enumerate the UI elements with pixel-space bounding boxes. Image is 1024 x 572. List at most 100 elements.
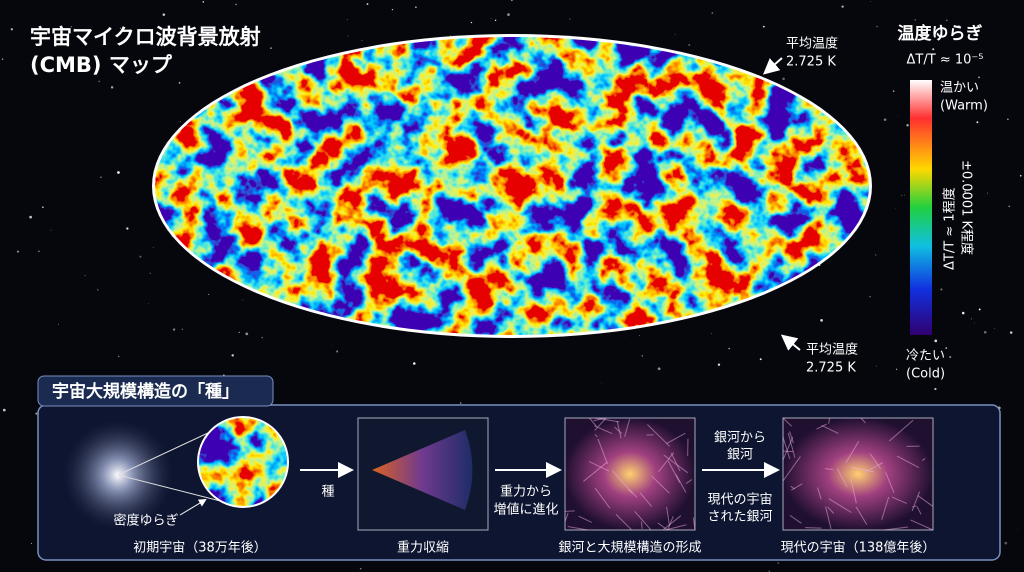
star (957, 25, 960, 28)
star (139, 255, 142, 258)
star (29, 215, 32, 219)
filament (789, 431, 794, 444)
arrow (780, 334, 801, 351)
star (1008, 205, 1010, 208)
note: 銀河 (727, 448, 753, 463)
filament (824, 468, 834, 471)
filament (891, 496, 907, 504)
stage-label: 重力収縮 (397, 540, 449, 556)
filament (614, 426, 623, 435)
star (391, 9, 394, 11)
warm-label: (Warm) (940, 99, 988, 114)
star (569, 18, 571, 20)
filament (612, 470, 633, 494)
label: 密度ゆらぎ (113, 513, 178, 529)
star (946, 19, 948, 22)
star (58, 323, 59, 325)
star (242, 299, 244, 301)
star (961, 311, 965, 315)
filament (639, 492, 653, 507)
star (117, 171, 120, 174)
cold-label: 冷たい (906, 349, 945, 364)
filament (860, 417, 866, 424)
star (904, 194, 906, 196)
filament (640, 521, 643, 530)
annotation: 2.725 K (806, 361, 856, 376)
star (906, 124, 909, 127)
filament (828, 417, 831, 424)
filament (624, 418, 631, 437)
filament (657, 522, 668, 531)
filament (782, 436, 794, 461)
filament (850, 478, 857, 504)
filament (845, 441, 860, 463)
star (231, 354, 234, 357)
star (359, 567, 362, 570)
panel-title: 宇宙大規模構造の「種」 (52, 381, 239, 402)
filament (593, 417, 607, 422)
star (978, 76, 980, 79)
star (987, 192, 989, 194)
filament (616, 420, 622, 439)
star (162, 13, 166, 16)
star (964, 190, 966, 193)
title: (CMB) マップ (30, 53, 173, 77)
filament (791, 483, 803, 491)
star (976, 121, 979, 124)
filament (836, 468, 848, 488)
warm-label: 温かい (940, 81, 979, 96)
star (507, 13, 510, 16)
filament (666, 432, 686, 445)
star (949, 355, 952, 359)
cmb-map (155, 37, 869, 335)
annotation: 平均温度 (786, 36, 838, 52)
star (17, 250, 19, 253)
filament (583, 461, 608, 482)
filament (627, 489, 638, 498)
star (1019, 174, 1022, 177)
star (974, 322, 976, 324)
star (38, 250, 40, 252)
filament (675, 474, 687, 493)
filament (821, 424, 839, 434)
filament (578, 515, 593, 523)
star (510, 0, 513, 2)
star (641, 355, 643, 357)
star (50, 229, 52, 231)
star (366, 3, 369, 5)
note: 銀河から (714, 431, 766, 446)
filament (782, 417, 793, 427)
filament (594, 434, 598, 438)
star (70, 26, 72, 28)
star (413, 362, 416, 365)
cone (372, 430, 473, 510)
star (208, 293, 210, 295)
star (994, 328, 996, 329)
star (119, 27, 121, 29)
star (883, 118, 887, 121)
cmb-zoom (198, 417, 288, 507)
star (688, 43, 691, 47)
star (346, 18, 348, 21)
star (674, 33, 676, 35)
filament (850, 466, 875, 473)
filament (888, 419, 914, 442)
star (711, 333, 713, 335)
note: 重力から (500, 484, 552, 500)
arrow (762, 57, 783, 75)
colorbar-title: 温度ゆらぎ (898, 23, 983, 44)
filament (885, 472, 895, 493)
filament (782, 456, 801, 482)
filament (916, 506, 922, 515)
colorbar-subtitle: ΔT/T ≈ 10⁻⁵ (907, 53, 984, 68)
star (762, 25, 765, 28)
star (470, 21, 473, 24)
filament (665, 524, 687, 531)
filament (921, 458, 926, 461)
star (970, 318, 972, 320)
star (759, 358, 762, 361)
star (223, 374, 225, 376)
star (490, 17, 492, 19)
star (876, 365, 878, 367)
